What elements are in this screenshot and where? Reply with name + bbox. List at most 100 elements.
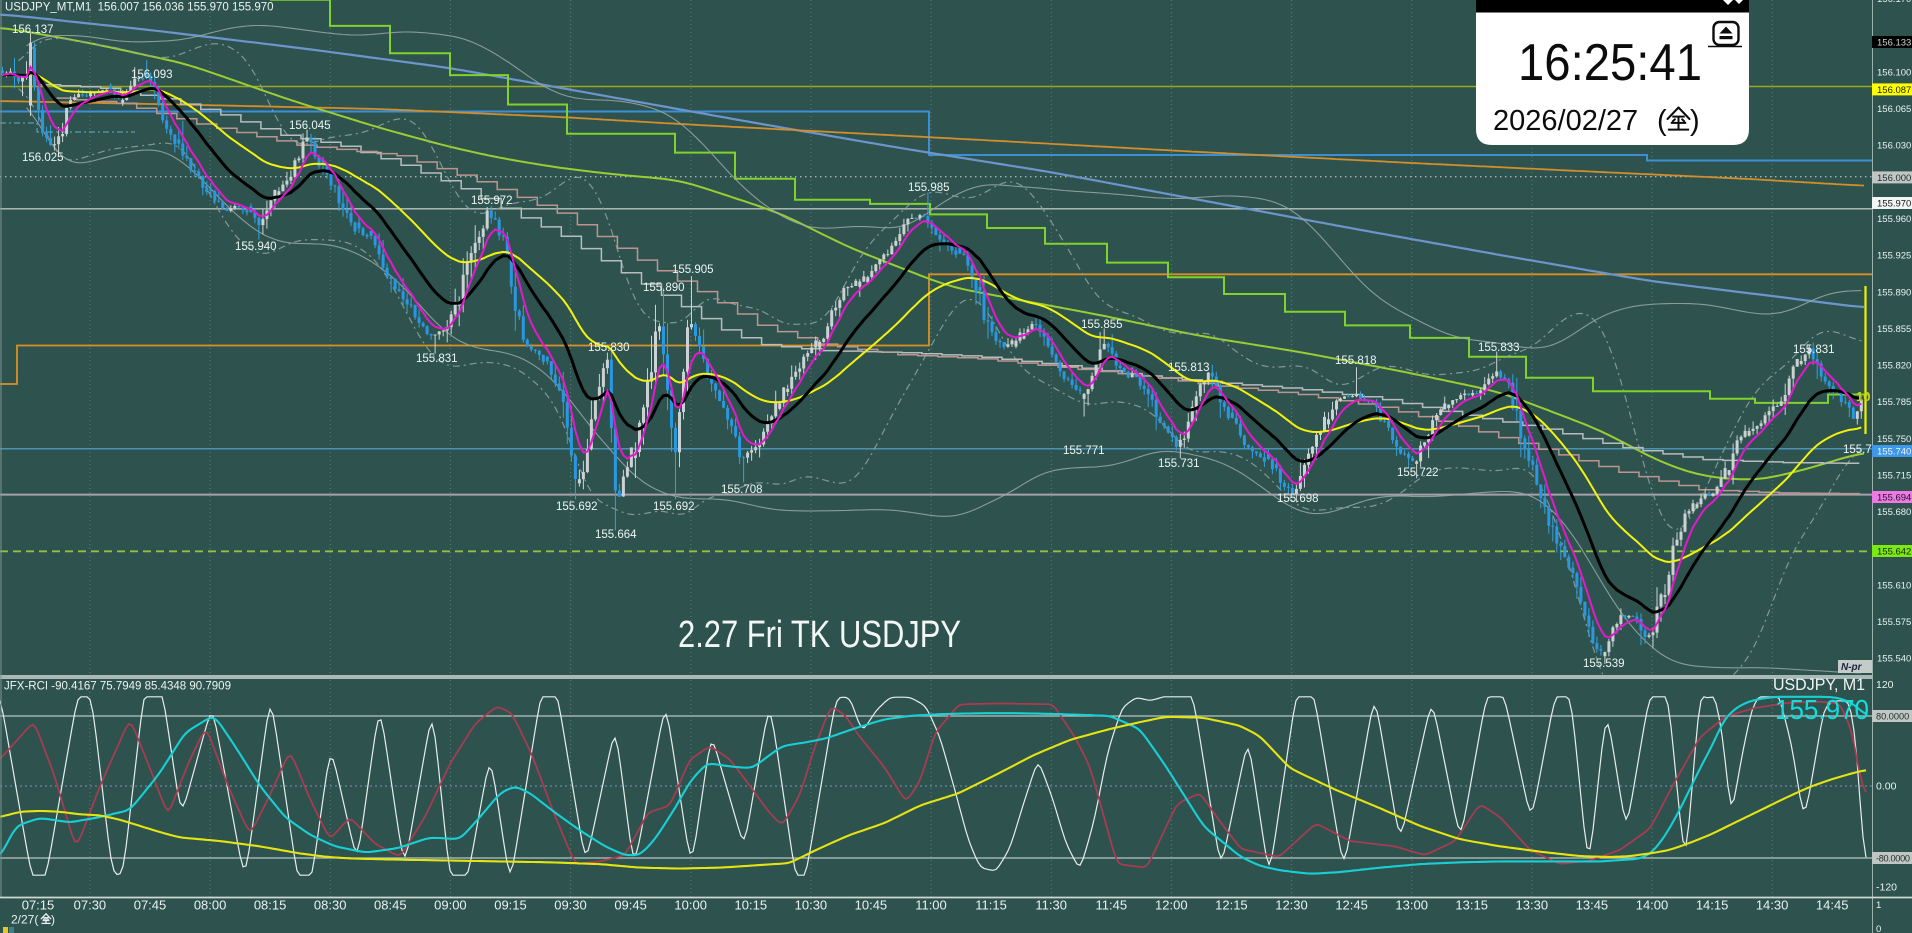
svg-text:80.0000: 80.0000 — [1876, 711, 1909, 721]
svg-text:10:15: 10:15 — [735, 898, 768, 913]
svg-text:12:15: 12:15 — [1215, 898, 1248, 913]
svg-text:155.925: 155.925 — [1877, 251, 1911, 262]
svg-text:155.831: 155.831 — [416, 353, 458, 365]
svg-text:155.740: 155.740 — [1877, 447, 1911, 458]
svg-text:13:45: 13:45 — [1576, 898, 1609, 913]
svg-text:14:00: 14:00 — [1636, 898, 1669, 913]
svg-text:12:45: 12:45 — [1335, 898, 1368, 913]
svg-text:-120: -120 — [1876, 882, 1897, 894]
svg-text:08:45: 08:45 — [374, 898, 407, 913]
svg-text:10: 10 — [1856, 389, 1870, 404]
svg-text:155.539: 155.539 — [1583, 658, 1625, 670]
svg-text:JFX-RCI -90.4167 75.7949 85.43: JFX-RCI -90.4167 75.7949 85.4348 90.7909 — [4, 681, 231, 693]
svg-text:(: ( — [1657, 105, 1667, 137]
svg-text:155.692: 155.692 — [653, 501, 695, 513]
svg-text:155.970: 155.970 — [1775, 694, 1869, 725]
svg-text:08:30: 08:30 — [314, 898, 347, 913]
svg-text:156.170: 156.170 — [1877, 0, 1911, 5]
svg-text:11:00: 11:00 — [915, 898, 947, 913]
svg-text:155.785: 155.785 — [1877, 397, 1911, 408]
svg-text:155.575: 155.575 — [1877, 617, 1911, 628]
svg-text:155.818: 155.818 — [1335, 355, 1377, 367]
svg-text:155.905: 155.905 — [672, 264, 714, 276]
svg-text:155.985: 155.985 — [908, 182, 950, 194]
svg-text:155.771: 155.771 — [1063, 445, 1105, 457]
svg-text:USDJPY, M1: USDJPY, M1 — [1773, 676, 1865, 694]
svg-text:0.00: 0.00 — [1876, 781, 1897, 793]
svg-text:156.045: 156.045 — [289, 120, 331, 132]
svg-text:156.087: 156.087 — [1877, 85, 1911, 96]
svg-text:155.750: 155.750 — [1877, 434, 1911, 445]
svg-text:0: 0 — [1876, 924, 1881, 933]
svg-text:07:15: 07:15 — [22, 898, 55, 913]
svg-text:155.664: 155.664 — [595, 529, 637, 541]
svg-text:155.890: 155.890 — [643, 282, 685, 294]
svg-text:12:30: 12:30 — [1275, 898, 1308, 913]
svg-text:155.715: 155.715 — [1877, 471, 1911, 482]
svg-text:09:15: 09:15 — [494, 898, 527, 913]
svg-text:08:15: 08:15 — [254, 898, 287, 913]
svg-text:13:30: 13:30 — [1516, 898, 1549, 913]
svg-text:155.692: 155.692 — [556, 501, 598, 513]
svg-text:155.722: 155.722 — [1397, 467, 1439, 479]
svg-text:N-pr: N-pr — [1841, 662, 1863, 673]
svg-text:155.698: 155.698 — [1277, 493, 1319, 505]
svg-text:08:00: 08:00 — [194, 898, 227, 913]
svg-text:155.642: 155.642 — [1877, 547, 1911, 558]
svg-text:14:15: 14:15 — [1696, 898, 1729, 913]
svg-text:156.133: 156.133 — [1877, 38, 1911, 49]
svg-text:155.830: 155.830 — [588, 342, 630, 354]
svg-text:155.708: 155.708 — [721, 484, 763, 496]
svg-text:155.680: 155.680 — [1877, 507, 1911, 518]
svg-text:09:30: 09:30 — [554, 898, 587, 913]
svg-text:13:15: 13:15 — [1455, 898, 1488, 913]
svg-text:155.890: 155.890 — [1877, 287, 1911, 298]
svg-text:10:45: 10:45 — [855, 898, 888, 913]
svg-text:14:30: 14:30 — [1756, 898, 1789, 913]
svg-text:156.093: 156.093 — [131, 69, 173, 81]
svg-text:155.972: 155.972 — [471, 195, 513, 207]
svg-text:): ) — [51, 913, 55, 927]
svg-text:11:30: 11:30 — [1035, 898, 1067, 913]
svg-text:2026/02/27: 2026/02/27 — [1493, 105, 1638, 137]
svg-text:13:00: 13:00 — [1395, 898, 1428, 913]
svg-text:156.000: 156.000 — [1877, 173, 1911, 184]
svg-text:155.813: 155.813 — [1168, 362, 1210, 374]
svg-text:155.731: 155.731 — [1158, 458, 1200, 470]
svg-text:155.831: 155.831 — [1793, 344, 1835, 356]
svg-text:16:25:41: 16:25:41 — [1518, 34, 1702, 92]
svg-text:155.540: 155.540 — [1877, 654, 1911, 665]
svg-text:156.065: 156.065 — [1877, 104, 1911, 115]
svg-text:156.025: 156.025 — [22, 152, 64, 164]
svg-text:156.030: 156.030 — [1877, 141, 1911, 152]
svg-text:10:00: 10:00 — [674, 898, 707, 913]
svg-text:11:15: 11:15 — [975, 898, 1007, 913]
svg-text:07:30: 07:30 — [74, 898, 107, 913]
svg-text:156.100: 156.100 — [1877, 67, 1911, 78]
svg-text:155.855: 155.855 — [1877, 324, 1911, 335]
svg-text:07:45: 07:45 — [134, 898, 167, 913]
svg-text:155.694: 155.694 — [1877, 493, 1911, 504]
svg-text:155.820: 155.820 — [1877, 361, 1911, 372]
svg-text:120: 120 — [1876, 679, 1894, 691]
svg-text:155.940: 155.940 — [235, 241, 277, 253]
svg-text:12:00: 12:00 — [1155, 898, 1188, 913]
svg-text:155.833: 155.833 — [1478, 342, 1520, 354]
svg-text:USDJPY_MT,M1 156.007 156.036: USDJPY_MT,M1 156.007 156.036 155.970 155… — [5, 2, 274, 14]
svg-text:09:45: 09:45 — [614, 898, 647, 913]
svg-text:2/27(: 2/27( — [11, 913, 38, 927]
svg-text:155.855: 155.855 — [1081, 319, 1123, 331]
svg-text:156.137: 156.137 — [12, 24, 54, 36]
svg-text:155.7: 155.7 — [1843, 444, 1872, 456]
svg-text:14:45: 14:45 — [1816, 898, 1849, 913]
svg-text:09:00: 09:00 — [434, 898, 467, 913]
svg-text:155.970: 155.970 — [1877, 199, 1911, 210]
svg-text:-80.0000: -80.0000 — [1876, 853, 1910, 863]
svg-text:10:30: 10:30 — [795, 898, 828, 913]
svg-text:155.610: 155.610 — [1877, 580, 1911, 591]
svg-text:2.27 Fri TK USDJPY: 2.27 Fri TK USDJPY — [678, 614, 961, 656]
svg-text:11:45: 11:45 — [1096, 898, 1128, 913]
svg-text:1: 1 — [1876, 900, 1881, 911]
svg-text:): ) — [1690, 105, 1700, 137]
svg-text:155.960: 155.960 — [1877, 214, 1911, 225]
